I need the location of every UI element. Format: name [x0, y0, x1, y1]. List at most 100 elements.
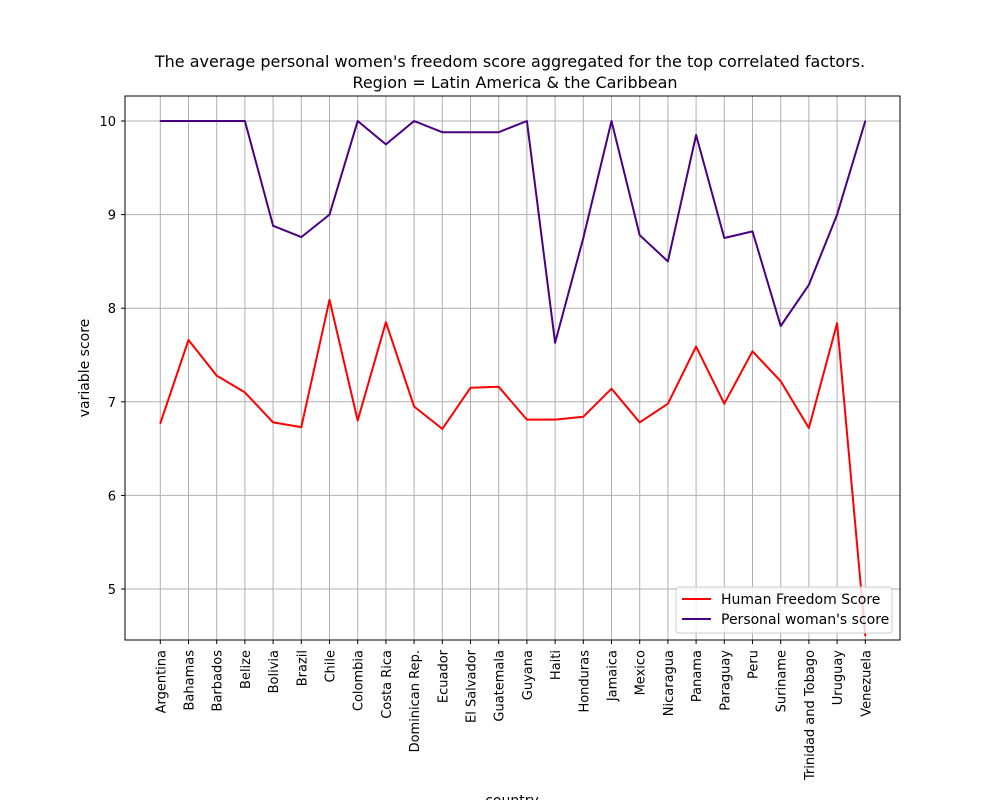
x-tick-label: Peru	[747, 650, 762, 679]
y-tick-label: 10	[99, 115, 116, 130]
series-point	[864, 120, 867, 122]
x-tick-label: Jamaica	[606, 650, 621, 702]
series-point	[244, 391, 246, 394]
series-point	[300, 236, 303, 238]
x-tick-label: Argentina	[154, 650, 169, 713]
series-point	[469, 131, 472, 134]
x-tick-label: Suriname	[775, 650, 790, 712]
x-tick-label: Bahamas	[183, 650, 198, 711]
series-point	[695, 345, 697, 348]
y-tick-label: 8	[108, 302, 116, 317]
y-axis: 5 6 7 8 9 10	[99, 115, 125, 598]
series-point	[610, 120, 613, 122]
series-point	[836, 213, 838, 216]
x-tick-label: Honduras	[577, 650, 592, 713]
x-tick-label: Paraguay	[718, 650, 733, 711]
series-point	[554, 418, 556, 421]
series-point	[215, 120, 218, 122]
series-point	[667, 402, 669, 405]
legend-box	[675, 586, 893, 634]
series-point	[215, 374, 218, 377]
series-point	[441, 131, 444, 134]
series-point	[413, 120, 415, 122]
x-tick-label: Uruguay	[831, 650, 846, 706]
series-point	[272, 421, 274, 424]
grid	[125, 96, 900, 640]
y-tick-label: 7	[108, 396, 116, 411]
x-tick-label: Panama	[690, 650, 705, 702]
series-point	[385, 321, 387, 324]
x-tick-label: Venezuela	[859, 650, 874, 717]
series-point	[610, 387, 613, 390]
series-point	[751, 350, 754, 353]
series-point	[328, 298, 331, 301]
series-line-0	[159, 298, 867, 636]
series-point	[779, 380, 782, 383]
series-point	[582, 237, 585, 239]
x-tick-label: Dominican Rep.	[408, 650, 423, 752]
series-point	[751, 230, 754, 233]
series-point	[385, 143, 387, 146]
series-line-1	[160, 120, 867, 344]
series-point	[441, 428, 444, 430]
y-tick-label: 9	[108, 209, 116, 224]
series-point	[526, 418, 528, 421]
series-point	[723, 402, 726, 405]
x-axis: Argentina Bahamas Barbados Belize Bolivia Bra…	[154, 640, 874, 781]
x-tick-label: Mexico	[634, 650, 649, 695]
series-point	[300, 426, 303, 428]
series-point	[469, 386, 472, 389]
series-point	[272, 225, 274, 227]
series-point	[836, 322, 838, 324]
series-point	[159, 422, 162, 425]
y-tick-label: 5	[108, 583, 116, 598]
x-tick-label: Bolivia	[267, 650, 282, 693]
x-tick-label: Haiti	[549, 650, 564, 680]
series-lines	[159, 120, 867, 637]
x-tick-label: Colombia	[352, 650, 367, 711]
x-tick-label: Belize	[239, 650, 254, 689]
series-point	[779, 325, 782, 327]
legend-label-personal-woman: Personal woman's score	[721, 612, 889, 628]
x-tick-label: El Salvador	[465, 649, 480, 723]
series-point	[638, 421, 641, 424]
chart-subtitle: Region = Latin America & the Caribbean	[352, 73, 677, 92]
series-point	[356, 120, 359, 122]
series-point	[244, 120, 246, 122]
series-point	[187, 339, 190, 341]
x-tick-label: Guatemala	[493, 650, 508, 722]
series-point	[695, 134, 697, 136]
y-axis-label: variable score	[77, 319, 93, 418]
x-tick-label: Brazil	[295, 650, 310, 686]
x-tick-label: Nicaragua	[662, 650, 677, 716]
x-tick-label: Ecuador	[436, 649, 451, 703]
legend-label-human-freedom: Human Freedom Score	[721, 592, 880, 608]
x-tick-label: Costa Rica	[380, 650, 395, 719]
series-point	[808, 284, 810, 286]
series-point	[864, 635, 867, 637]
x-tick-label: Chile	[324, 650, 339, 683]
series-point	[582, 415, 585, 418]
series-point	[808, 427, 810, 429]
series-point	[638, 234, 641, 236]
series-point	[497, 131, 500, 134]
x-tick-label: Barbados	[211, 650, 226, 712]
series-point	[497, 386, 500, 388]
legend: Human Freedom Score Personal woman's sco…	[675, 586, 893, 634]
chart-title: The average personal women's freedom sco…	[154, 52, 865, 71]
plot-frame	[124, 95, 901, 641]
series-point	[723, 237, 726, 239]
x-axis-label: country	[485, 793, 539, 800]
series-point	[526, 120, 528, 122]
series-point	[159, 120, 162, 122]
x-tick-label: Trinidad and Tobago	[803, 650, 818, 781]
series-point	[328, 213, 331, 216]
series-point	[554, 342, 556, 344]
series-point	[187, 120, 190, 122]
series-point	[413, 405, 415, 408]
x-tick-label: Guyana	[521, 650, 536, 700]
series-point	[356, 419, 359, 422]
series-point	[667, 260, 669, 263]
